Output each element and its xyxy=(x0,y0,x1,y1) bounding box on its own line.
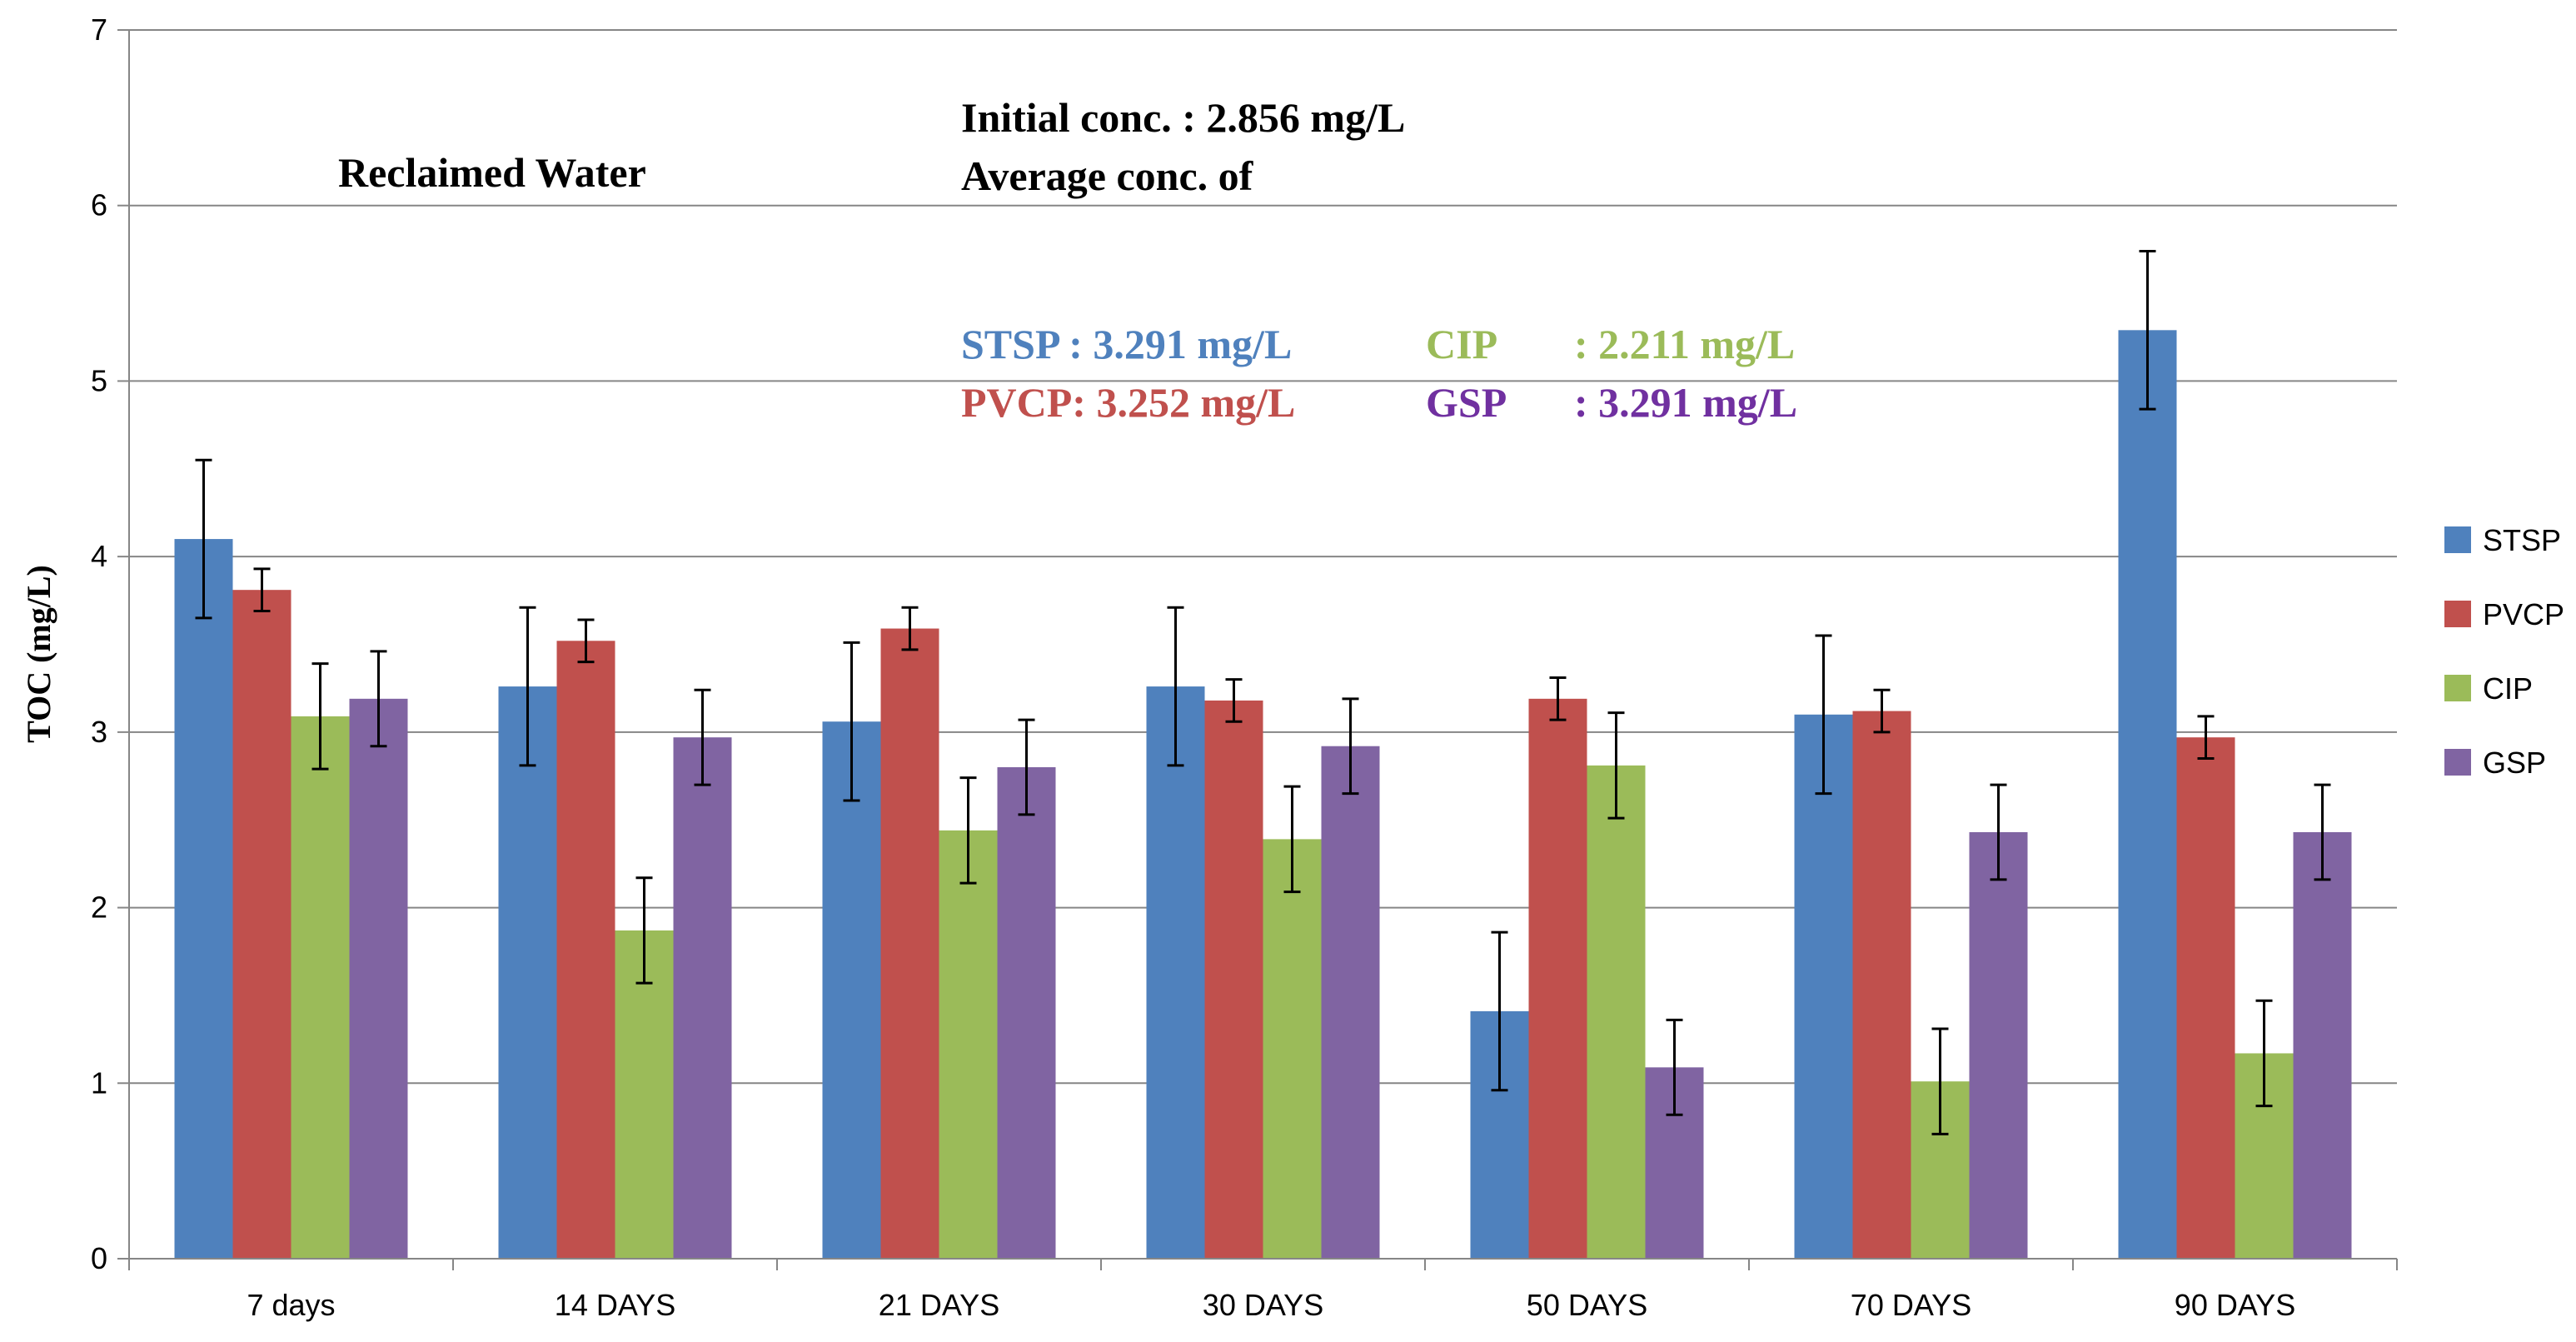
bar-pvcp-7 xyxy=(2176,737,2235,1259)
bar-gsp-2 xyxy=(673,737,732,1259)
legend-swatch-cip xyxy=(2444,675,2471,701)
y-tick-label-6: 6 xyxy=(91,188,107,222)
legend-label-pvcp: PVCP xyxy=(2483,597,2564,631)
y-tick-label-2: 2 xyxy=(91,891,107,925)
bar-stsp-2 xyxy=(498,686,557,1259)
bar-gsp-7 xyxy=(2293,831,2352,1259)
x-tick-labels: 7 days 14 DAYS 21 DAYS 30 DAYS 50 DAYS 70 DAY… xyxy=(247,1288,2295,1322)
bar-pvcp-1 xyxy=(232,590,291,1259)
bar-cip-2 xyxy=(615,930,674,1259)
bar-stsp-1 xyxy=(174,539,233,1259)
error-bars xyxy=(195,250,2331,1135)
legend-swatch-gsp xyxy=(2444,749,2471,776)
bar-gsp-1 xyxy=(349,698,408,1259)
legend: STSP PVCP CIP GSP xyxy=(2444,523,2564,780)
x-tick-label-1: 7 days xyxy=(247,1288,335,1322)
legend-label-cip: CIP xyxy=(2483,671,2533,706)
x-tick-label-3: 21 DAYS xyxy=(879,1288,999,1322)
legend-label-stsp: STSP xyxy=(2483,523,2561,557)
y-tick-label-3: 3 xyxy=(91,715,107,749)
bar-pvcp-2 xyxy=(556,641,615,1259)
bar-pvcp-3 xyxy=(880,628,939,1259)
bar-stsp-3 xyxy=(822,721,881,1259)
legend-swatch-pvcp xyxy=(2444,601,2471,627)
bar-stsp-4 xyxy=(1146,686,1205,1259)
legend-swatch-stsp xyxy=(2444,526,2471,553)
annotation-gsp-value: : 3.291 mg/L xyxy=(1574,379,1797,426)
annotation-gsp-name: GSP xyxy=(1426,379,1507,426)
bar-gsp-6 xyxy=(1969,831,2028,1259)
bars xyxy=(174,330,2352,1260)
axes xyxy=(117,29,2398,1270)
y-tick-label-4: 4 xyxy=(91,539,107,573)
y-axis-label: TOC (mg/L) xyxy=(20,565,57,743)
bar-gsp-3 xyxy=(997,767,1056,1259)
x-tick-label-5: 50 DAYS xyxy=(1527,1288,1647,1322)
y-tick-label-1: 1 xyxy=(91,1065,107,1100)
x-tick-label-2: 14 DAYS xyxy=(555,1288,675,1322)
x-tick-label-6: 70 DAYS xyxy=(1851,1288,1971,1322)
bar-pvcp-6 xyxy=(1852,711,1911,1259)
y-tick-labels: 0 1 2 3 4 5 6 7 xyxy=(91,12,107,1275)
bar-stsp-6 xyxy=(1794,714,1853,1259)
bar-cip-1 xyxy=(291,716,350,1259)
x-tick-label-7: 90 DAYS xyxy=(2175,1288,2295,1322)
annotation-pvcp: PVCP: 3.252 mg/L xyxy=(961,379,1295,426)
bar-stsp-7 xyxy=(2118,330,2177,1260)
bar-pvcp-4 xyxy=(1204,700,1263,1259)
bar-gsp-4 xyxy=(1321,746,1380,1259)
x-tick-label-4: 30 DAYS xyxy=(1203,1288,1323,1322)
annotation-initial: Initial conc. : 2.856 mg/L xyxy=(961,94,1405,141)
bar-cip-4 xyxy=(1263,839,1322,1259)
annotation-cip-value: : 2.211 mg/L xyxy=(1574,321,1795,367)
annotation-sample: Reclaimed Water xyxy=(338,149,646,196)
y-tick-label-5: 5 xyxy=(91,363,107,397)
legend-label-gsp: GSP xyxy=(2483,746,2546,780)
bar-cip-5 xyxy=(1587,765,1646,1259)
y-tick-label-0: 0 xyxy=(91,1241,107,1275)
bar-pvcp-5 xyxy=(1528,698,1587,1259)
annotation-stsp: STSP : 3.291 mg/L xyxy=(961,321,1292,367)
bar-cip-3 xyxy=(939,830,998,1259)
annotation-average-heading: Average conc. of xyxy=(961,152,1254,199)
y-tick-label-7: 7 xyxy=(91,12,107,47)
annotation-cip-name: CIP xyxy=(1426,321,1497,367)
